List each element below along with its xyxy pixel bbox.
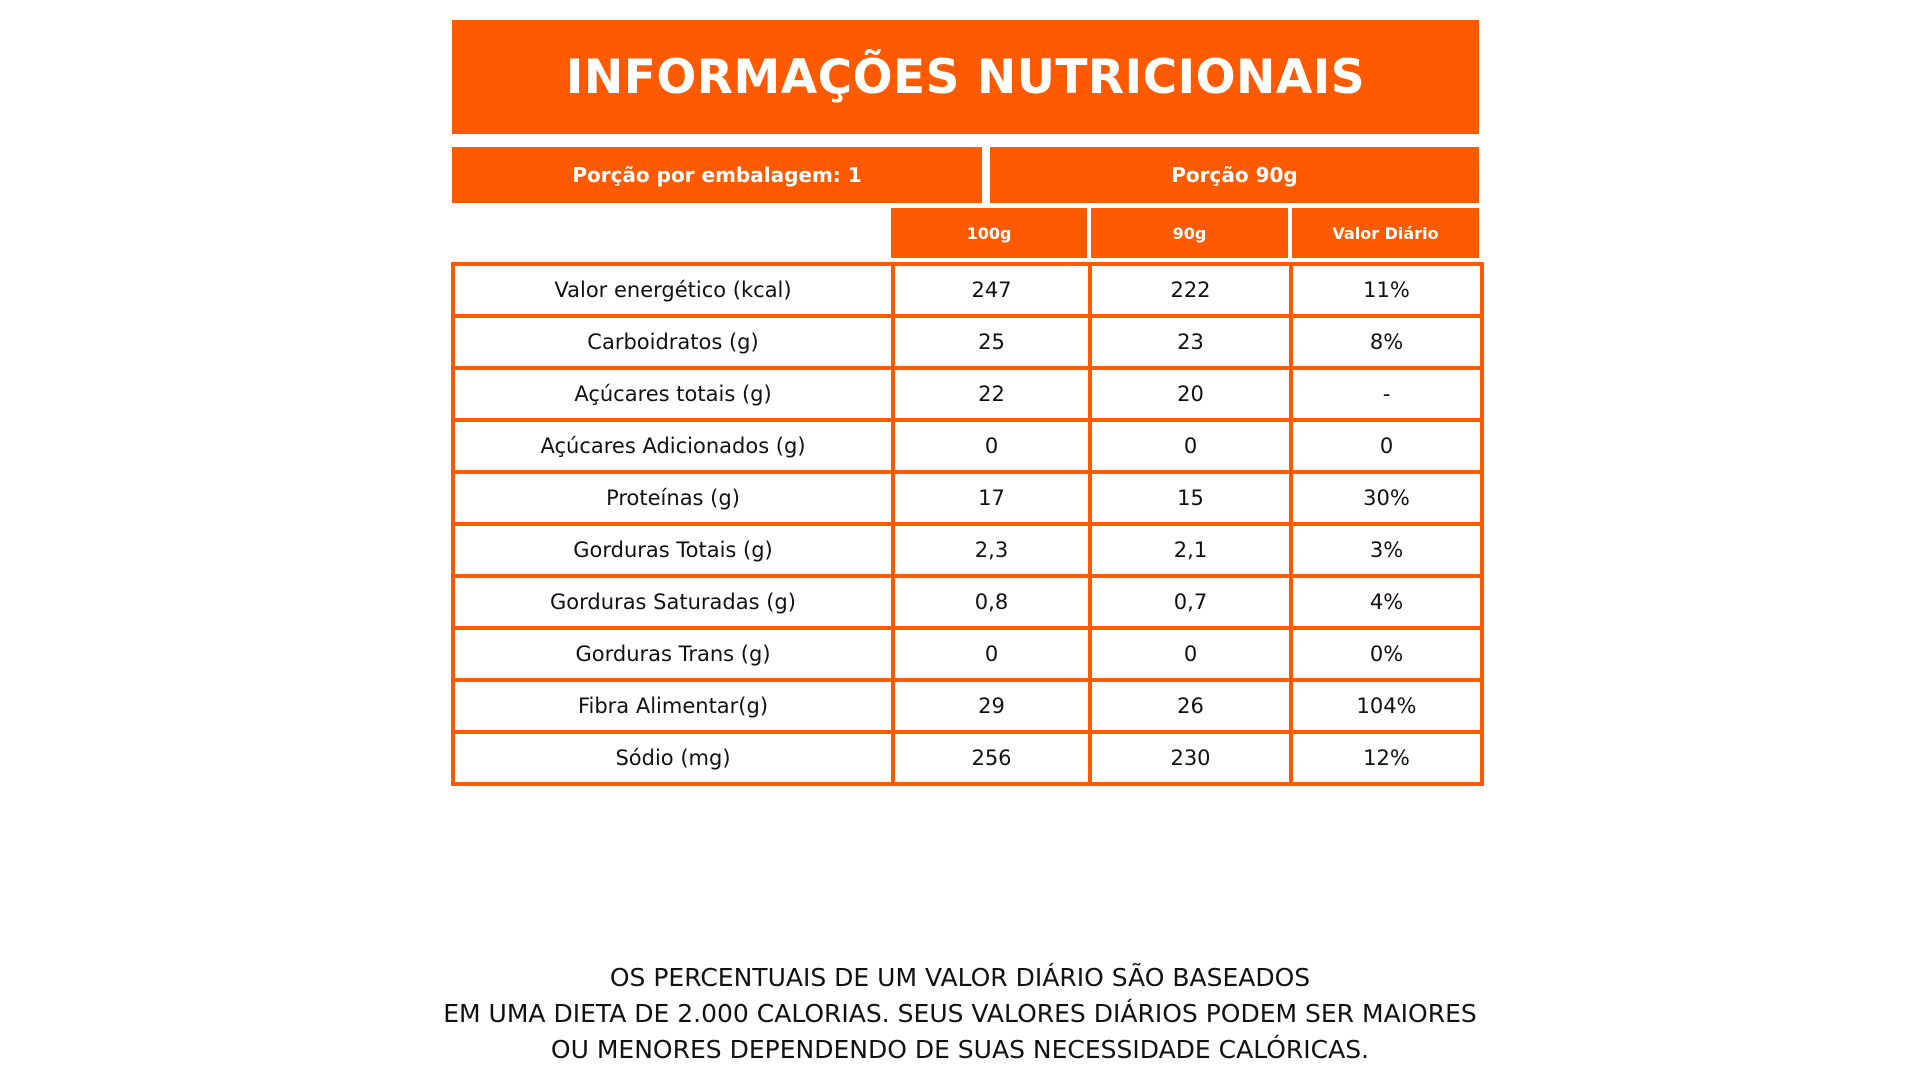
nutrient-label: Açúcares totais (g) <box>451 366 895 422</box>
value-per-90g: 23 <box>1088 314 1293 370</box>
value-per-100g: 0 <box>891 418 1092 474</box>
value-per-100g: 29 <box>891 678 1092 734</box>
portion-per-package-cell: Porção por embalagem: 1 <box>452 147 982 203</box>
table-row: Gorduras Saturadas (g) 0,8 0,7 4% <box>451 574 1484 630</box>
nutrient-label: Gorduras Totais (g) <box>451 522 895 578</box>
table-row: Sódio (mg) 256 230 12% <box>451 730 1484 786</box>
daily-value: 0% <box>1289 626 1484 682</box>
table-row: Fibra Alimentar(g) 29 26 104% <box>451 678 1484 734</box>
value-per-100g: 0 <box>891 626 1092 682</box>
value-per-90g: 230 <box>1088 730 1293 786</box>
daily-value: 30% <box>1289 470 1484 526</box>
nutrient-label: Gorduras Trans (g) <box>451 626 895 682</box>
daily-value: 8% <box>1289 314 1484 370</box>
column-header-daily-value: Valor Diário <box>1292 208 1479 258</box>
value-per-90g: 26 <box>1088 678 1293 734</box>
column-header-100g-label: 100g <box>966 223 1012 243</box>
portion-per-package-label: Porção por embalagem: 1 <box>572 163 862 187</box>
value-per-100g: 247 <box>891 262 1092 318</box>
daily-value: 0 <box>1289 418 1484 474</box>
value-per-90g: 0 <box>1088 626 1293 682</box>
nutrient-label: Proteínas (g) <box>451 470 895 526</box>
value-per-90g: 0,7 <box>1088 574 1293 630</box>
portion-size-label: Porção 90g <box>1171 163 1298 187</box>
value-per-90g: 2,1 <box>1088 522 1293 578</box>
table-row: Carboidratos (g) 25 23 8% <box>451 314 1484 370</box>
footnote-line-2: EM UMA DIETA DE 2.000 CALORIAS. SEUS VAL… <box>443 999 1477 1028</box>
table-row: Valor energético (kcal) 247 222 11% <box>451 262 1484 318</box>
nutrient-label: Fibra Alimentar(g) <box>451 678 895 734</box>
value-per-90g: 15 <box>1088 470 1293 526</box>
daily-value: 11% <box>1289 262 1484 318</box>
title-banner: INFORMAÇÕES NUTRICIONAIS <box>452 20 1479 134</box>
column-header-90g: 90g <box>1091 208 1288 258</box>
table-row: Açúcares totais (g) 22 20 - <box>451 366 1484 422</box>
footnote-line-1: OS PERCENTUAIS DE UM VALOR DIÁRIO SÃO BA… <box>609 963 1311 992</box>
nutrient-label: Gorduras Saturadas (g) <box>451 574 895 630</box>
table-row: Açúcares Adicionados (g) 0 0 0 <box>451 418 1484 474</box>
column-header-90g-label: 90g <box>1172 223 1207 243</box>
nutrition-table: Valor energético (kcal) 247 222 11% Carb… <box>451 262 1484 786</box>
footnote-line-3: OU MENORES DEPENDENDO DE SUAS NECESSIDAD… <box>550 1035 1370 1064</box>
daily-value: 104% <box>1289 678 1484 734</box>
value-per-100g: 2,3 <box>891 522 1092 578</box>
column-header-daily-value-label: Valor Diário <box>1332 223 1439 243</box>
daily-value: 3% <box>1289 522 1484 578</box>
daily-value: 12% <box>1289 730 1484 786</box>
value-per-100g: 25 <box>891 314 1092 370</box>
portion-size-cell: Porção 90g <box>990 147 1479 203</box>
nutrient-label: Sódio (mg) <box>451 730 895 786</box>
value-per-90g: 0 <box>1088 418 1293 474</box>
column-header-100g: 100g <box>891 208 1087 258</box>
value-per-90g: 20 <box>1088 366 1293 422</box>
page-title: INFORMAÇÕES NUTRICIONAIS <box>565 49 1366 105</box>
nutrient-label: Valor energético (kcal) <box>451 262 895 318</box>
value-per-100g: 22 <box>891 366 1092 422</box>
table-row: Gorduras Trans (g) 0 0 0% <box>451 626 1484 682</box>
value-per-100g: 17 <box>891 470 1092 526</box>
value-per-90g: 222 <box>1088 262 1293 318</box>
table-row: Proteínas (g) 17 15 30% <box>451 470 1484 526</box>
value-per-100g: 0,8 <box>891 574 1092 630</box>
table-row: Gorduras Totais (g) 2,3 2,1 3% <box>451 522 1484 578</box>
daily-value: 4% <box>1289 574 1484 630</box>
daily-value-footnote: OS PERCENTUAIS DE UM VALOR DIÁRIO SÃO BA… <box>360 960 1560 1068</box>
daily-value: - <box>1289 366 1484 422</box>
value-per-100g: 256 <box>891 730 1092 786</box>
nutrient-label: Carboidratos (g) <box>451 314 895 370</box>
nutrient-label: Açúcares Adicionados (g) <box>451 418 895 474</box>
